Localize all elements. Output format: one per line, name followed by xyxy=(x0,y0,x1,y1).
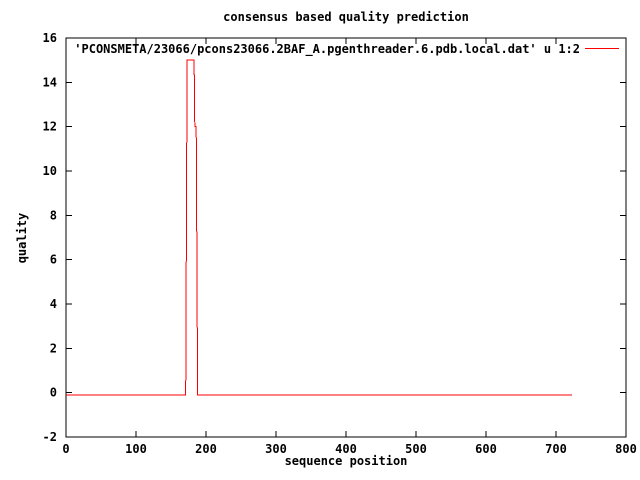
x-tick-label: 700 xyxy=(545,442,567,456)
y-tick-label: 0 xyxy=(50,386,57,400)
x-tick-label: 300 xyxy=(265,442,287,456)
y-tick-label: -2 xyxy=(43,430,57,444)
x-tick-label: 500 xyxy=(405,442,427,456)
y-tick-label: 14 xyxy=(43,75,57,89)
x-tick-label: 200 xyxy=(195,442,217,456)
plot-border xyxy=(65,37,627,438)
y-tick-label: 8 xyxy=(50,208,57,222)
legend-line-sample xyxy=(585,48,619,49)
x-tick-label: 100 xyxy=(125,442,147,456)
x-tick-label: 800 xyxy=(615,442,637,456)
y-tick-label: 6 xyxy=(50,253,57,267)
y-tick-label: 10 xyxy=(43,164,57,178)
y-tick-label: 12 xyxy=(43,120,57,134)
legend-label: 'PCONSMETA/23066/pcons23066.2BAF_A.pgent… xyxy=(74,42,580,56)
y-tick-label: 2 xyxy=(50,341,57,355)
y-tick-label: 4 xyxy=(50,297,57,311)
x-tick-label: 600 xyxy=(475,442,497,456)
data-line xyxy=(66,59,573,396)
x-tick-label: 0 xyxy=(62,442,69,456)
x-axis-label: sequence position xyxy=(284,454,408,468)
x-tick-label: 400 xyxy=(335,442,357,456)
chart-title: consensus based quality prediction xyxy=(223,10,469,24)
y-tick-label: 16 xyxy=(43,31,57,45)
